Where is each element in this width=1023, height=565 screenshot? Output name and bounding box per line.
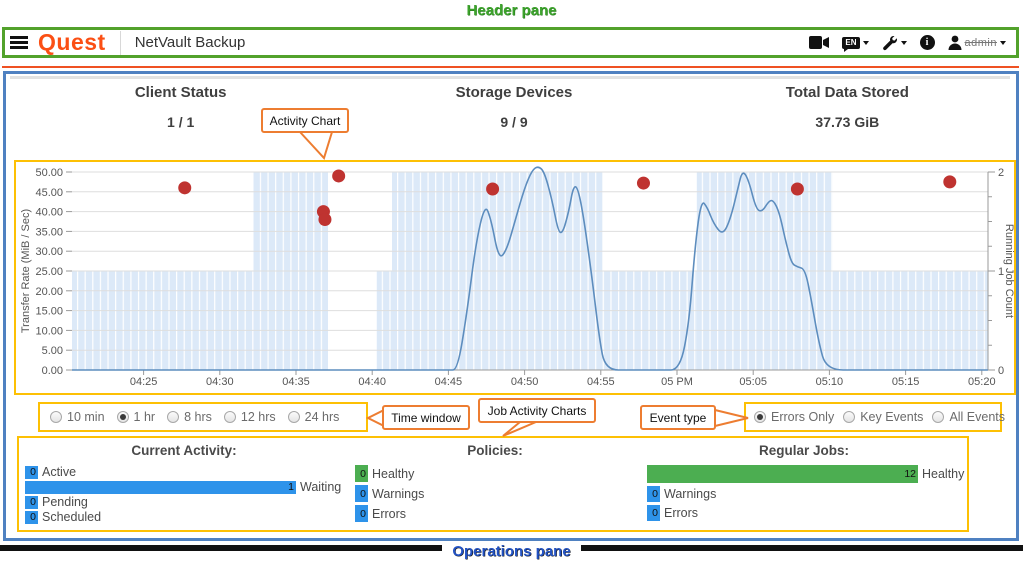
- language-menu[interactable]: EN: [842, 36, 869, 52]
- svg-text:25.00: 25.00: [35, 266, 63, 278]
- user-menu[interactable]: admin: [948, 35, 1006, 50]
- bar-row-errors: 0 Errors: [355, 505, 635, 522]
- hamburger-menu-icon[interactable]: [10, 34, 28, 52]
- radio-errors-only[interactable]: Errors Only: [754, 410, 834, 424]
- activity-chart-canvas: 0.00 5.00 10.00 15.00 20.00 25.00 30.00 35.00 40…: [20, 166, 1015, 388]
- policies-chart: Policies: 0 Healthy 0 Warnings 0 Errors: [349, 441, 641, 530]
- time-window-callout-pointer: [366, 409, 385, 427]
- svg-text:50.00: 50.00: [35, 167, 63, 179]
- header-divider: [119, 30, 121, 55]
- svg-text:10.00: 10.00: [35, 325, 63, 337]
- bar-row-warnings: 0 Warnings: [647, 486, 961, 502]
- video-camera-icon[interactable]: [809, 36, 830, 49]
- bar-row-active: 0 Active: [25, 465, 343, 479]
- svg-text:40.00: 40.00: [35, 207, 63, 219]
- operations-pane-annotation: Operations pane: [0, 543, 1023, 560]
- activity-chart-panel: 0.00 5.00 10.00 15.00 20.00 25.00 30.00 35.00 40…: [14, 160, 1016, 395]
- stat-total-data-stored: Total Data Stored 37.73 GiB: [785, 84, 909, 130]
- svg-text:04:55: 04:55: [587, 376, 615, 388]
- svg-text:35.00: 35.00: [35, 226, 63, 238]
- svg-text:05:10: 05:10: [816, 376, 844, 388]
- svg-text:0: 0: [998, 365, 1004, 377]
- radio-key-events[interactable]: Key Events: [843, 410, 923, 424]
- svg-text:05:20: 05:20: [968, 376, 996, 388]
- user-icon: [948, 35, 962, 50]
- radio-1-hr[interactable]: 1 hr: [116, 410, 155, 424]
- bar-row-healthy: 0 Healthy: [355, 465, 635, 482]
- chevron-down-icon: [862, 40, 869, 45]
- svg-text:04:25: 04:25: [130, 376, 158, 388]
- radio-8-hrs[interactable]: 8 hrs: [167, 410, 212, 424]
- bar-row-healthy: 12 Healthy: [647, 465, 964, 483]
- header-pane-annotation: Header pane: [466, 2, 557, 19]
- bar-row-errors: 0 Errors: [647, 505, 961, 521]
- current-activity-chart: Current Activity: 0 Active 1 Waiting 0 Pendin…: [19, 441, 349, 530]
- info-icon: i: [919, 35, 935, 50]
- svg-text:04:50: 04:50: [511, 376, 539, 388]
- svg-text:Running Job Count: Running Job Count: [1003, 224, 1014, 318]
- chevron-down-icon: [900, 40, 907, 45]
- chevron-down-icon: [1000, 40, 1006, 45]
- job-activity-charts-callout-pointer: [502, 421, 537, 437]
- bar-row-pending: 0 Pending: [25, 495, 343, 509]
- radio-12-hrs[interactable]: 12 hrs: [223, 410, 276, 424]
- svg-text:1: 1: [998, 266, 1004, 278]
- svg-text:04:40: 04:40: [358, 376, 386, 388]
- quest-logo[interactable]: Quest: [38, 29, 106, 55]
- stat-storage-devices: Storage Devices 9 / 9: [455, 84, 573, 130]
- svg-text:05:15: 05:15: [892, 376, 920, 388]
- svg-text:Transfer Rate (MiB / Sec): Transfer Rate (MiB / Sec): [20, 209, 32, 333]
- header-orange-rule: [2, 66, 1019, 68]
- svg-text:30.00: 30.00: [35, 246, 63, 258]
- info-button[interactable]: i: [919, 35, 935, 50]
- job-activity-charts-callout: Job Activity Charts: [478, 398, 596, 423]
- toolbar-shadow: [10, 76, 1010, 79]
- radio-all-events[interactable]: All Events: [932, 410, 1005, 424]
- svg-text:04:30: 04:30: [206, 376, 234, 388]
- svg-text:5.00: 5.00: [42, 345, 63, 357]
- event-type-group: Errors Only Key Events All Events: [744, 402, 1005, 432]
- time-window-callout: Time window: [382, 405, 470, 430]
- header-bar: Quest NetVault Backup EN i admin: [2, 27, 1019, 58]
- language-en-icon: EN: [842, 36, 860, 52]
- svg-text:20.00: 20.00: [35, 286, 63, 298]
- stat-client-status: Client Status 1 / 1: [134, 84, 227, 130]
- tools-menu[interactable]: [882, 35, 907, 51]
- svg-text:04:35: 04:35: [282, 376, 310, 388]
- event-type-callout: Event type: [640, 405, 716, 430]
- user-name: admin: [964, 36, 997, 49]
- radio-10-min[interactable]: 10 min: [50, 410, 105, 424]
- activity-chart-callout-pointer: [299, 131, 333, 160]
- app-title: NetVault Backup: [134, 34, 246, 51]
- svg-text:2: 2: [998, 167, 1004, 179]
- bar-row-warnings: 0 Warnings: [355, 485, 635, 502]
- regular-jobs-chart: Regular Jobs: 12 Healthy 0 Warnings 0 Errors: [641, 441, 967, 530]
- time-window-group: 10 min 1 hr 8 hrs 12 hrs 24 hrs: [38, 402, 368, 432]
- radio-24-hrs[interactable]: 24 hrs: [287, 410, 339, 424]
- svg-text:04:45: 04:45: [435, 376, 463, 388]
- bar-row-scheduled: 0 Scheduled: [25, 510, 343, 524]
- summary-stats: Client Status 1 / 1 Storage Devices 9 / …: [14, 84, 1014, 130]
- job-activity-charts-panel: Current Activity: 0 Active 1 Waiting 0 Pendin…: [17, 436, 969, 532]
- svg-text:15.00: 15.00: [35, 306, 63, 318]
- event-type-callout-pointer: [714, 409, 749, 427]
- bar-row-waiting: 1 Waiting: [25, 480, 343, 494]
- activity-chart-callout: Activity Chart: [261, 108, 349, 133]
- svg-text:45.00: 45.00: [35, 187, 63, 199]
- svg-text:0.00: 0.00: [42, 365, 63, 377]
- svg-text:05:05: 05:05: [739, 376, 767, 388]
- svg-text:05 PM: 05 PM: [661, 376, 693, 388]
- wrench-icon: [882, 35, 897, 50]
